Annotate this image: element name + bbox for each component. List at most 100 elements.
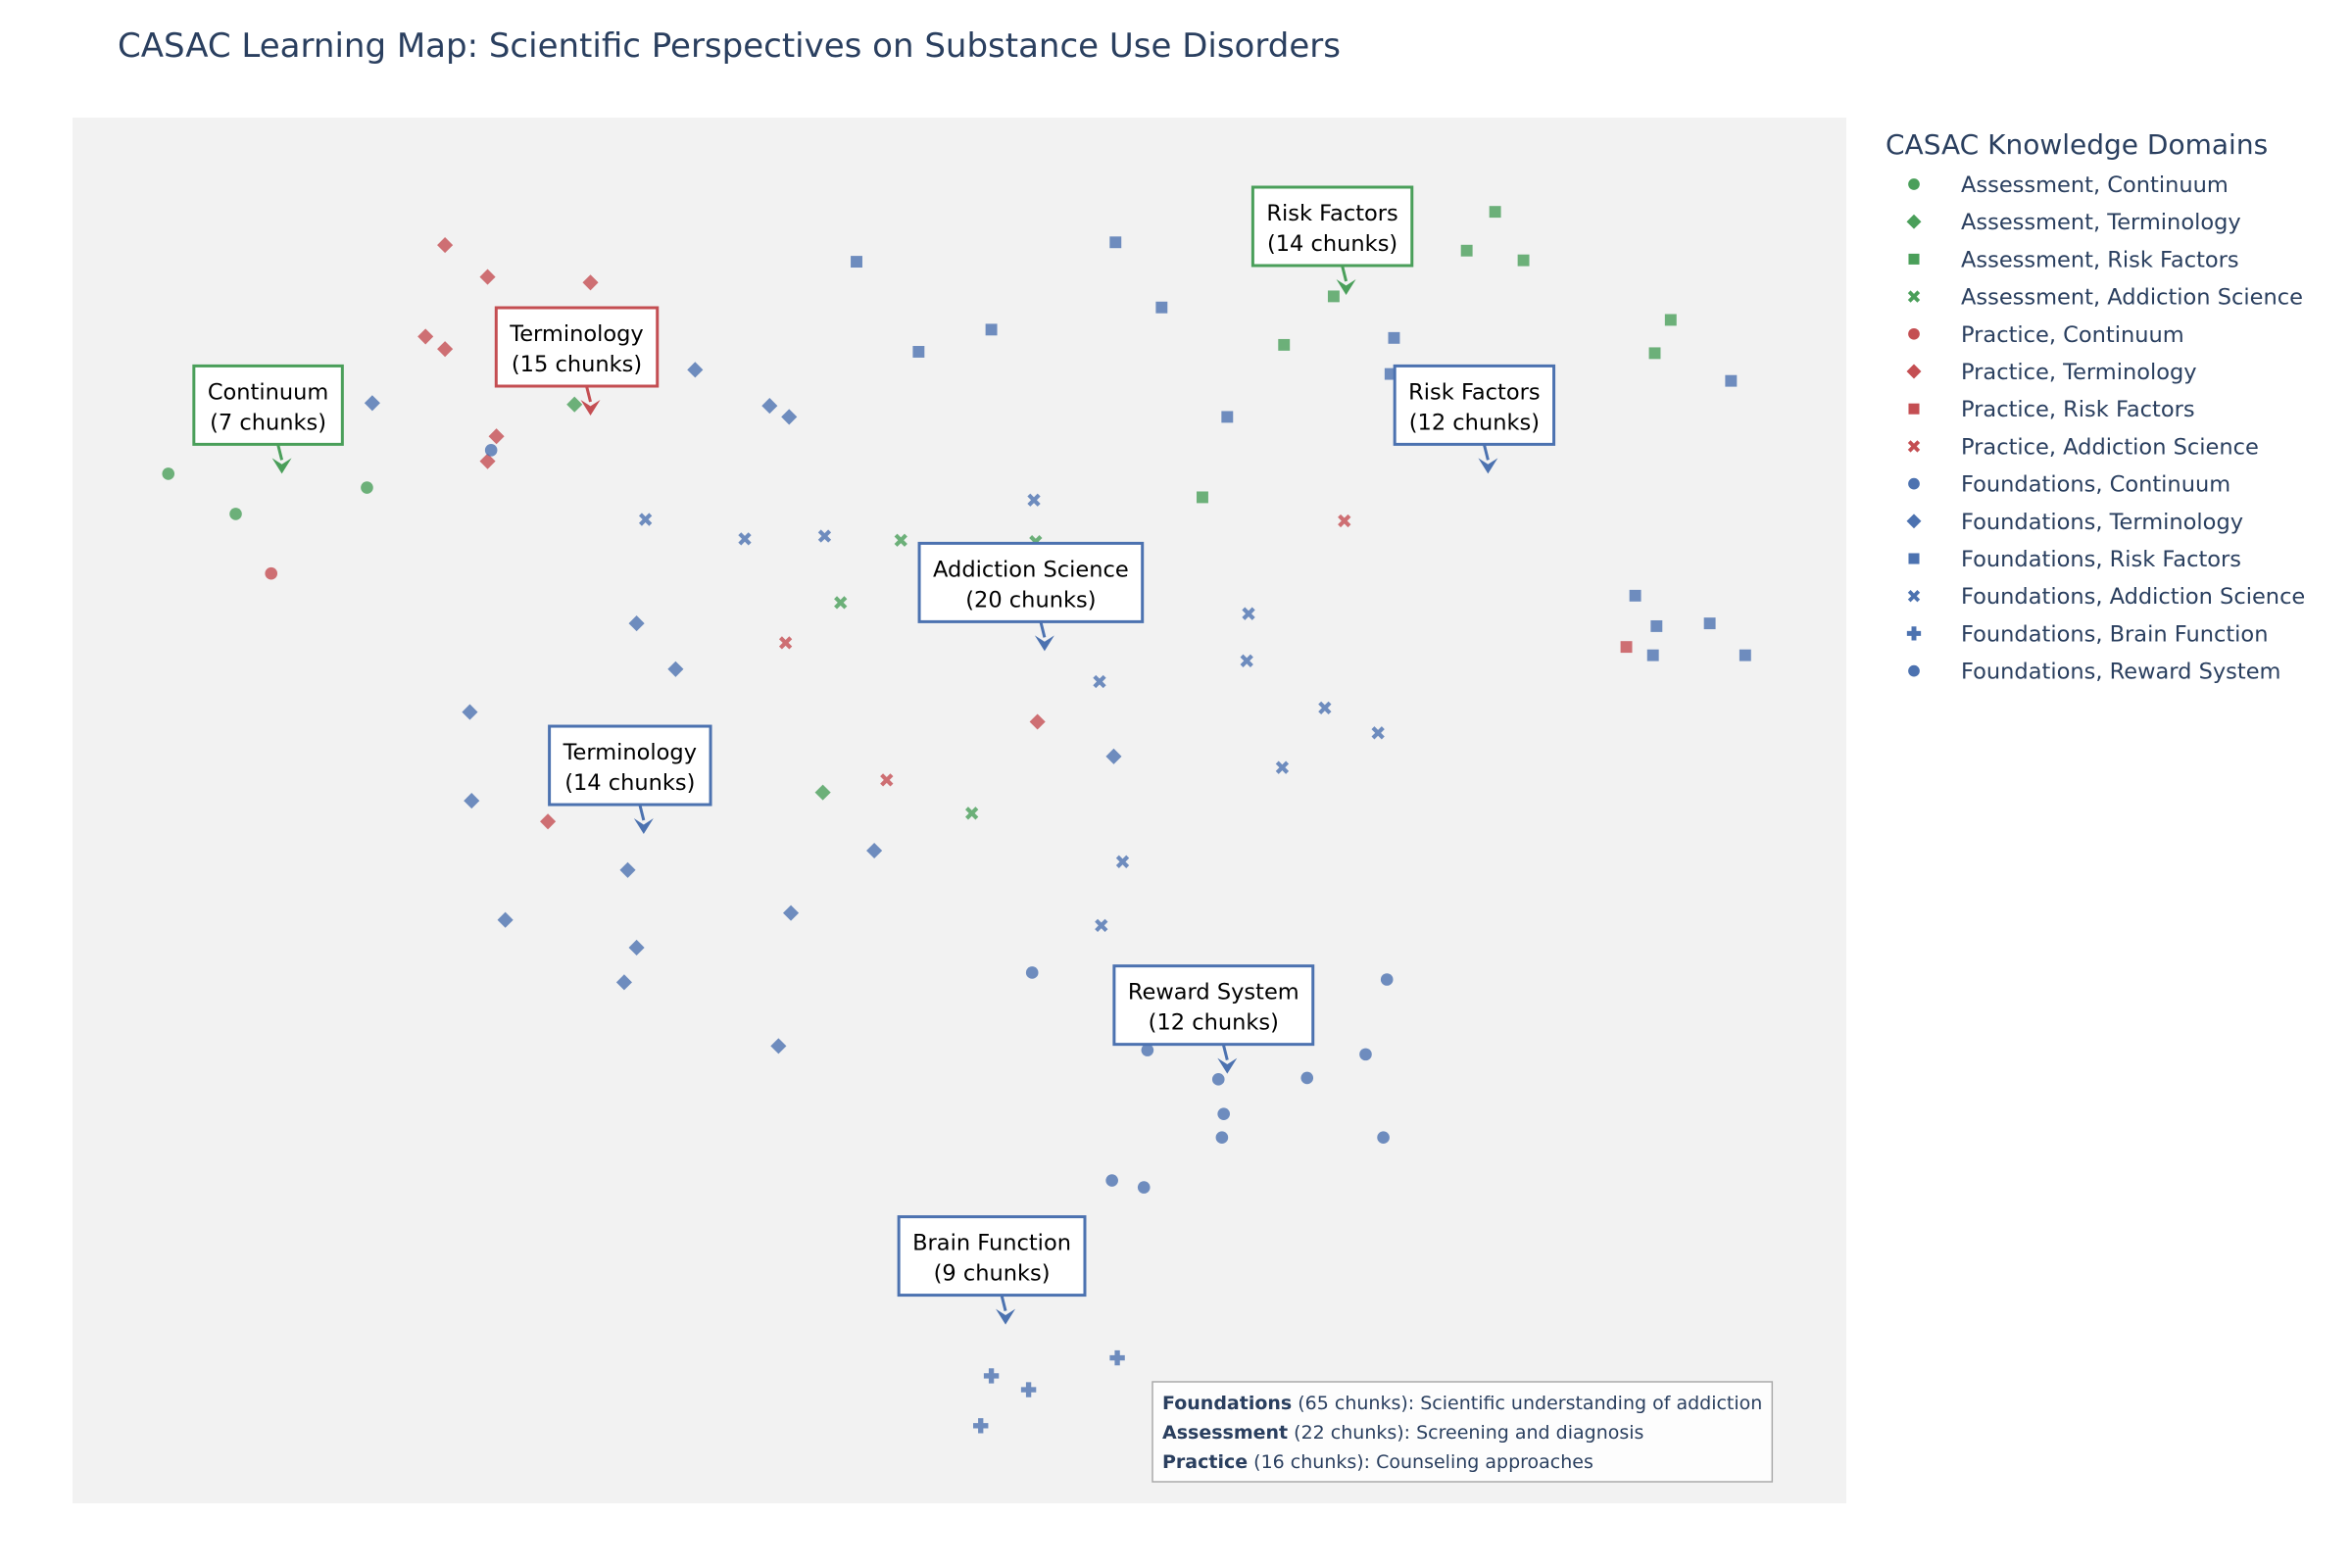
legend-item[interactable]: Foundations, Addiction Science	[1907, 584, 2305, 610]
data-point	[1020, 1382, 1037, 1397]
legend-marker	[1908, 664, 1920, 677]
legend-item[interactable]: Foundations, Continuum	[1908, 472, 2230, 498]
data-point	[1359, 1048, 1372, 1061]
data-point	[1025, 966, 1039, 979]
data-point	[1105, 748, 1122, 764]
chart-title: CASAC Learning Map: Scientific Perspecti…	[118, 26, 1341, 66]
svg-text:(15 chunks): (15 chunks)	[512, 352, 642, 377]
legend-item[interactable]: Practice, Terminology	[1906, 360, 2197, 385]
data-point	[479, 453, 496, 469]
data-point	[361, 481, 373, 494]
data-point	[814, 784, 831, 801]
data-point	[497, 911, 514, 928]
note-box: Foundations (65 chunks): Scientific unde…	[1152, 1381, 1774, 1483]
data-point	[265, 566, 278, 580]
legend-item[interactable]: Practice, Risk Factors	[1908, 397, 2195, 422]
legend-label: Assessment, Continuum	[1961, 172, 2229, 198]
data-point	[770, 1038, 787, 1054]
legend-marker	[1908, 178, 1920, 190]
data-point	[983, 1368, 1000, 1384]
legend-marker	[1908, 403, 1920, 415]
data-point	[1242, 607, 1255, 620]
chart-annotation: Reward System (12 chunks)	[1112, 964, 1315, 1074]
data-point	[667, 661, 684, 677]
legend-item[interactable]: Assessment, Addiction Science	[1907, 285, 2303, 311]
data-point	[484, 444, 498, 457]
legend-item[interactable]: Foundations, Risk Factors	[1908, 547, 2241, 572]
data-point	[1221, 411, 1234, 423]
data-point	[1664, 314, 1677, 326]
data-point	[364, 395, 380, 412]
legend-marker	[1906, 364, 1922, 379]
data-point	[1377, 1131, 1390, 1145]
data-point	[1620, 641, 1633, 654]
data-point	[1155, 301, 1168, 314]
data-point	[615, 974, 632, 991]
legend-item[interactable]: Assessment, Terminology	[1906, 210, 2241, 235]
data-point	[638, 513, 653, 526]
data-point	[1105, 1174, 1118, 1187]
data-point	[1217, 1107, 1230, 1120]
legend-marker	[1907, 590, 1921, 603]
legend-item[interactable]: Assessment, Continuum	[1908, 172, 2229, 198]
data-point	[783, 905, 800, 921]
data-point	[1327, 290, 1340, 303]
legend-marker	[1908, 253, 1920, 265]
data-point	[1141, 1044, 1154, 1056]
legend-item[interactable]: Foundations, Reward System	[1908, 660, 2280, 685]
data-point	[1489, 206, 1501, 219]
data-point	[1215, 1131, 1229, 1145]
data-point	[866, 842, 883, 859]
legend-label: Practice, Continuum	[1961, 322, 2184, 348]
legend-marker	[1906, 214, 1922, 229]
data-point	[1197, 491, 1208, 504]
svg-text:Reward System: Reward System	[1128, 980, 1299, 1005]
data-point	[973, 1418, 989, 1434]
data-point	[1650, 619, 1663, 632]
data-point	[1725, 374, 1738, 387]
chart-annotation: Risk Factors (14 chunks)	[1250, 185, 1414, 295]
svg-text:Continuum: Continuum	[208, 379, 329, 405]
data-point	[628, 939, 645, 956]
data-point	[1703, 617, 1716, 630]
data-point	[880, 773, 894, 787]
data-point	[464, 793, 480, 809]
legend-label: Foundations, Risk Factors	[1961, 547, 2241, 572]
svg-text:(14 chunks): (14 chunks)	[1267, 231, 1397, 257]
legend-label: Practice, Addiction Science	[1961, 434, 2259, 460]
svg-text:(9 chunks): (9 chunks)	[934, 1261, 1051, 1287]
legend: CASAC Knowledge Domains Assessment, Cont…	[1886, 128, 2305, 685]
data-point	[965, 807, 979, 820]
legend-label: Foundations, Terminology	[1961, 510, 2243, 535]
data-point	[1384, 368, 1396, 380]
data-point	[628, 615, 645, 632]
chart-annotation: Terminology (15 chunks)	[494, 306, 660, 416]
data-point	[1275, 760, 1290, 774]
legend-item[interactable]: Foundations, Brain Function	[1906, 621, 2269, 647]
data-point	[1388, 331, 1400, 344]
data-point	[687, 362, 704, 378]
legend-item[interactable]: Practice, Continuum	[1908, 322, 2184, 348]
data-point	[1648, 347, 1661, 360]
legend-marker	[1906, 626, 1922, 641]
legend-item[interactable]: Foundations, Terminology	[1906, 510, 2244, 535]
legend-label: Foundations, Continuum	[1961, 472, 2230, 498]
data-point	[1739, 649, 1751, 662]
legend-marker	[1908, 553, 1920, 564]
legend-label: Assessment, Risk Factors	[1961, 247, 2239, 272]
legend-item[interactable]: Practice, Addiction Science	[1907, 434, 2259, 460]
legend-marker	[1907, 440, 1921, 453]
legend-label: Foundations, Reward System	[1961, 660, 2280, 685]
data-point	[1095, 918, 1108, 933]
chart-annotation: Risk Factors (12 chunks)	[1393, 364, 1556, 474]
svg-text:Risk Factors: Risk Factors	[1408, 379, 1540, 405]
legend-marker	[1906, 514, 1922, 529]
data-point	[1240, 654, 1253, 667]
data-point	[1460, 244, 1473, 257]
legend-item[interactable]: Assessment, Risk Factors	[1908, 247, 2239, 272]
annotations-layer: Continuum (7 chunks) Terminology (15 chunks…	[192, 185, 1556, 1325]
data-point	[462, 704, 478, 720]
chart-annotation: Addiction Science (20 chunks)	[917, 541, 1145, 652]
data-point	[817, 529, 832, 543]
legend-title: CASAC Knowledge Domains	[1886, 128, 2268, 161]
